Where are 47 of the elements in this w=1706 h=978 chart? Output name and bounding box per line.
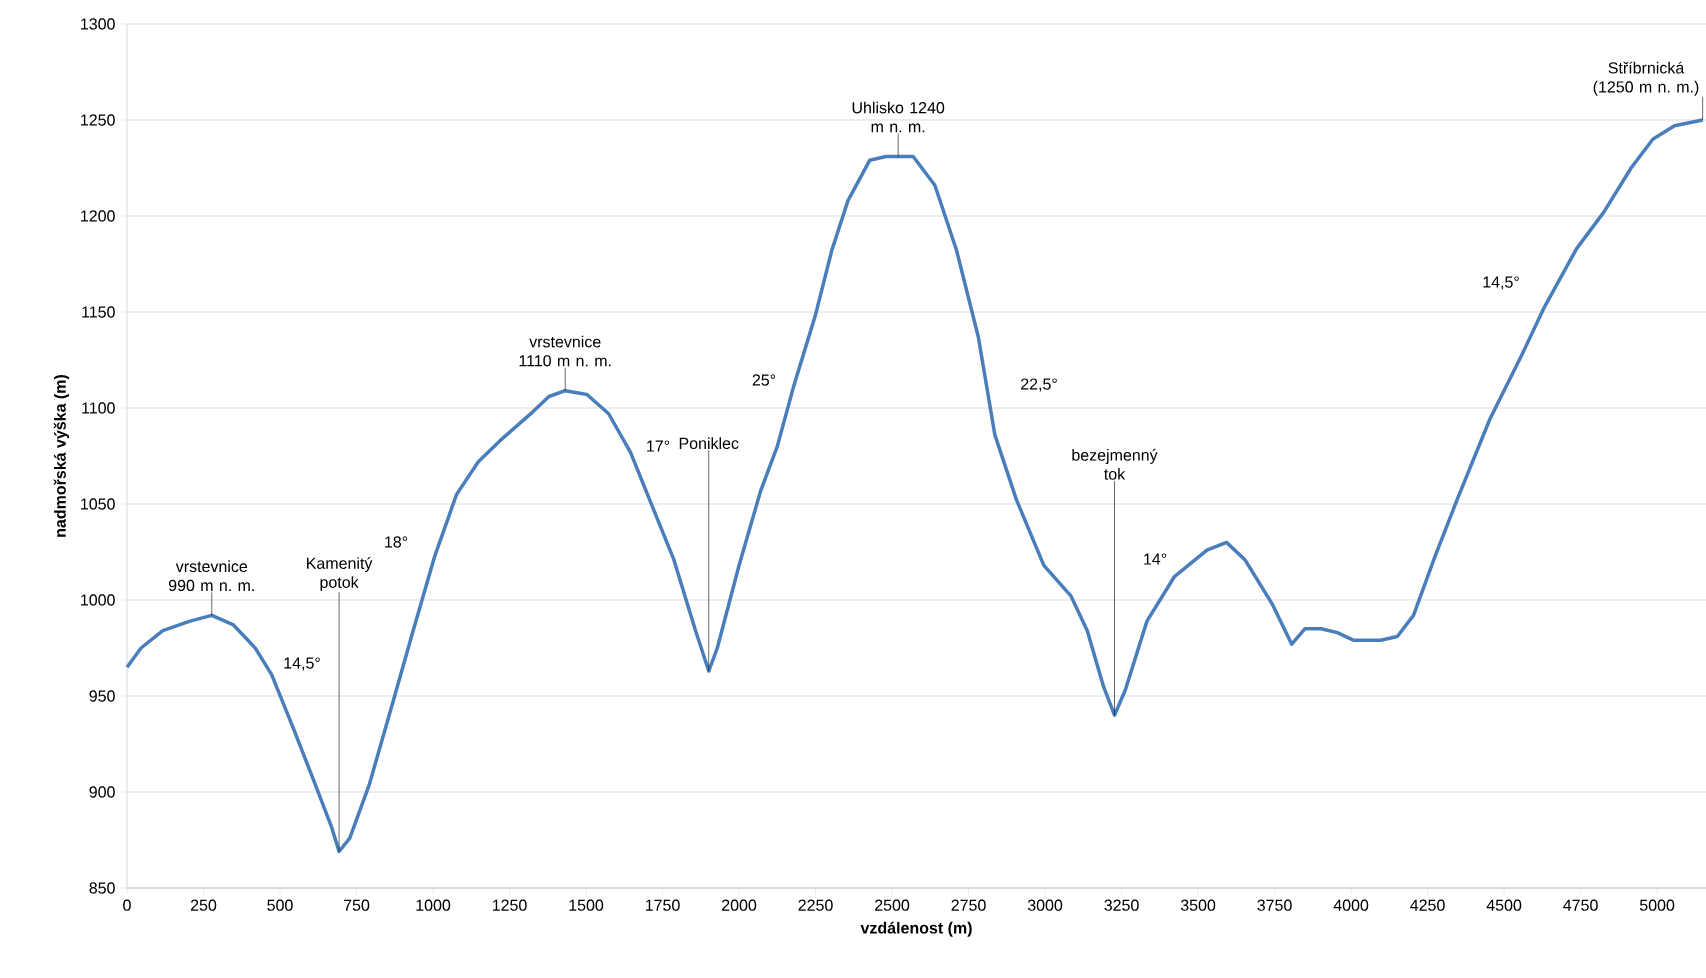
x-tick-label: 750 [343, 899, 370, 911]
x-tick-label: 1500 [569, 899, 604, 911]
annotation: 22,5° [1021, 378, 1057, 392]
x-tick-label: 3000 [1027, 899, 1063, 911]
annotation: Kamenitý potok [307, 557, 373, 592]
x-tick-label: 2000 [722, 899, 757, 911]
annotation: Stříbrnická (1250 m n. m.) [1593, 61, 1699, 96]
annotation: Poniklec [679, 437, 739, 450]
x-tick-label: 2750 [951, 899, 986, 911]
x-tick-label: 3750 [1257, 899, 1292, 911]
annotation: Uhlisko 1240 m n. m. [852, 101, 945, 133]
annotation: vrstevnice 990 m n. m. [168, 560, 254, 592]
y-tick-label: 1200 [81, 210, 115, 222]
y-axis-title: nadmořská výška (m) [53, 375, 70, 537]
x-tick-label: 2500 [875, 899, 910, 911]
x-tick-label: 1000 [416, 899, 451, 911]
x-tick-label: 250 [190, 899, 217, 911]
x-tick-label: 1250 [492, 899, 527, 911]
y-tick-label: 1250 [81, 114, 115, 126]
annotation: 14,5° [284, 657, 320, 671]
y-tick-label: 850 [89, 882, 115, 894]
annotation: bezejmenný tok [1072, 448, 1158, 480]
x-tick-label: 5000 [1639, 899, 1675, 911]
annotation: vrstevnice 1110 m n. m. [519, 335, 611, 367]
x-tick-label: 1750 [645, 899, 680, 911]
y-tick-label: 1100 [82, 402, 115, 414]
y-tick-label: 1300 [81, 18, 115, 30]
annotation: 17° [647, 440, 670, 452]
x-tick-label: 500 [267, 899, 293, 911]
annotation: 14,5° [1483, 276, 1519, 290]
y-tick-label: 1050 [81, 498, 115, 510]
y-tick-label: 900 [89, 786, 115, 798]
x-tick-label: 4500 [1486, 899, 1522, 911]
y-tick-label: 1000 [81, 594, 115, 606]
y-tick-label: 1150 [82, 306, 115, 318]
x-tick-label: 3500 [1180, 899, 1216, 911]
x-tick-label: 0 [123, 899, 131, 911]
x-tick-label: 2250 [798, 899, 833, 911]
annotation: 14° [1144, 553, 1167, 565]
x-tick-label: 4000 [1333, 899, 1369, 911]
x-tick-label: 3250 [1104, 899, 1139, 911]
x-tick-label: 4250 [1410, 899, 1445, 911]
x-axis-title: vzdálenost (m) [860, 921, 972, 937]
y-tick-label: 950 [89, 690, 115, 702]
annotation: 25° [752, 374, 776, 386]
annotation: 18° [385, 536, 408, 548]
x-tick-label: 4750 [1563, 899, 1598, 911]
